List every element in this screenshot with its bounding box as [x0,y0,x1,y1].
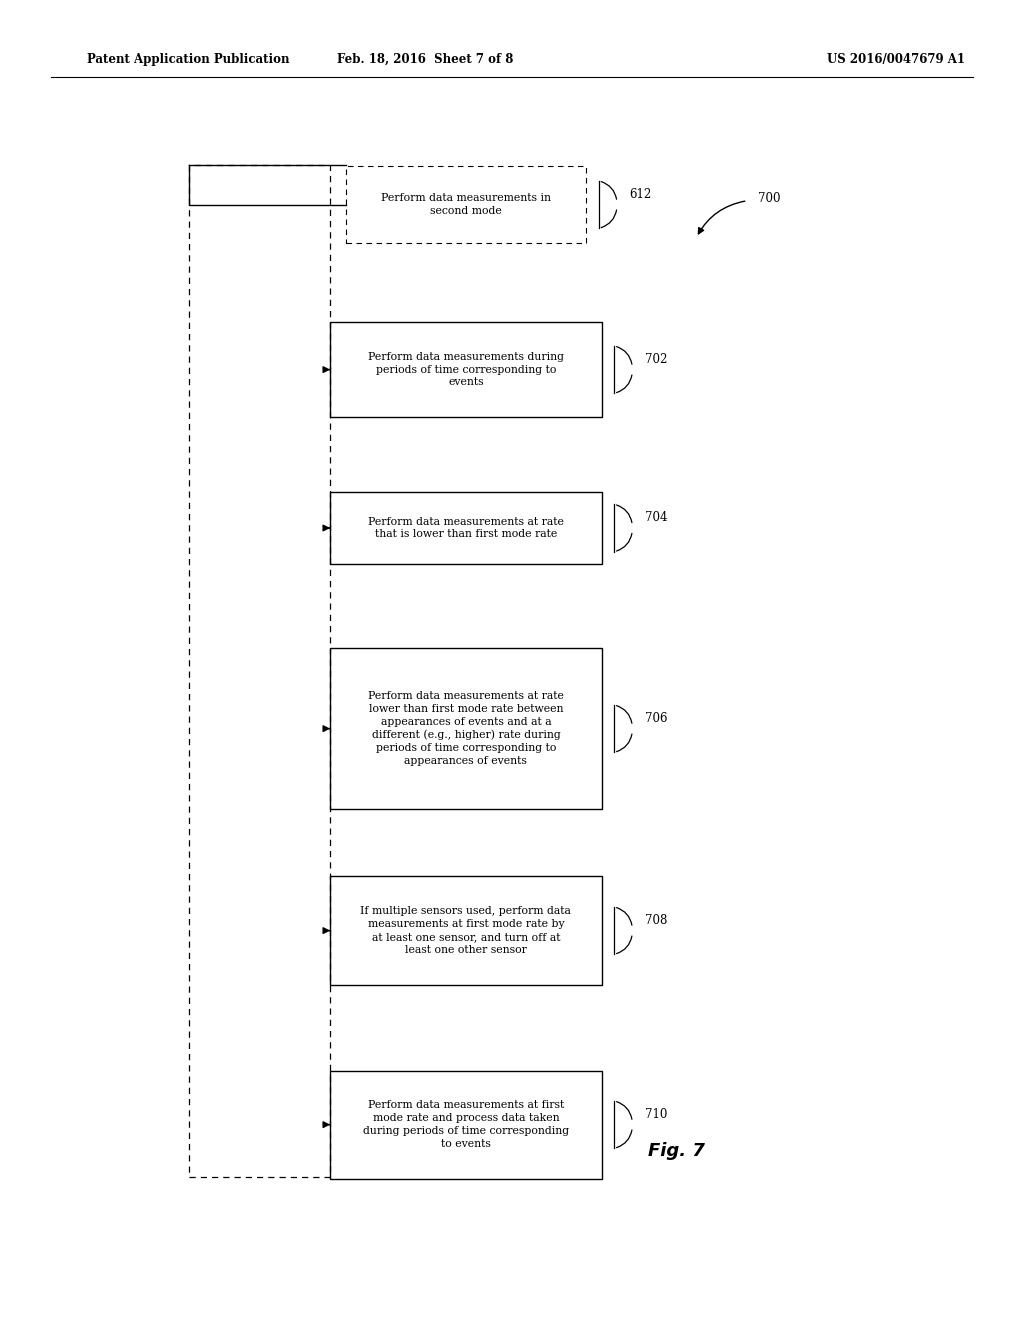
Text: Feb. 18, 2016  Sheet 7 of 8: Feb. 18, 2016 Sheet 7 of 8 [337,53,513,66]
Text: 704: 704 [645,511,667,524]
Bar [330,1071,602,1179]
Text: 706: 706 [645,711,667,725]
Text: Perform data measurements at rate
lower than first mode rate between
appearances: Perform data measurements at rate lower … [368,692,564,766]
Text: Perform data measurements at first
mode rate and process data taken
during perio: Perform data measurements at first mode … [362,1101,569,1148]
Text: Perform data measurements in
second mode: Perform data measurements in second mode [381,193,551,216]
Text: 702: 702 [645,352,667,366]
Bar [330,648,602,809]
Bar [330,322,602,417]
Text: 708: 708 [645,913,667,927]
Bar [330,491,602,565]
Text: 700: 700 [758,191,780,205]
Bar [346,166,586,243]
Text: 612: 612 [629,187,651,201]
Bar [189,165,330,1177]
Text: Perform data measurements at rate
that is lower than first mode rate: Perform data measurements at rate that i… [368,516,564,540]
Text: Perform data measurements during
periods of time corresponding to
events: Perform data measurements during periods… [368,352,564,387]
Text: Patent Application Publication: Patent Application Publication [87,53,290,66]
Text: US 2016/0047679 A1: US 2016/0047679 A1 [827,53,965,66]
Text: If multiple sensors used, perform data
measurements at first mode rate by
at lea: If multiple sensors used, perform data m… [360,907,571,954]
Text: Fig. 7: Fig. 7 [648,1142,705,1160]
Text: 710: 710 [645,1107,667,1121]
Bar [330,876,602,985]
